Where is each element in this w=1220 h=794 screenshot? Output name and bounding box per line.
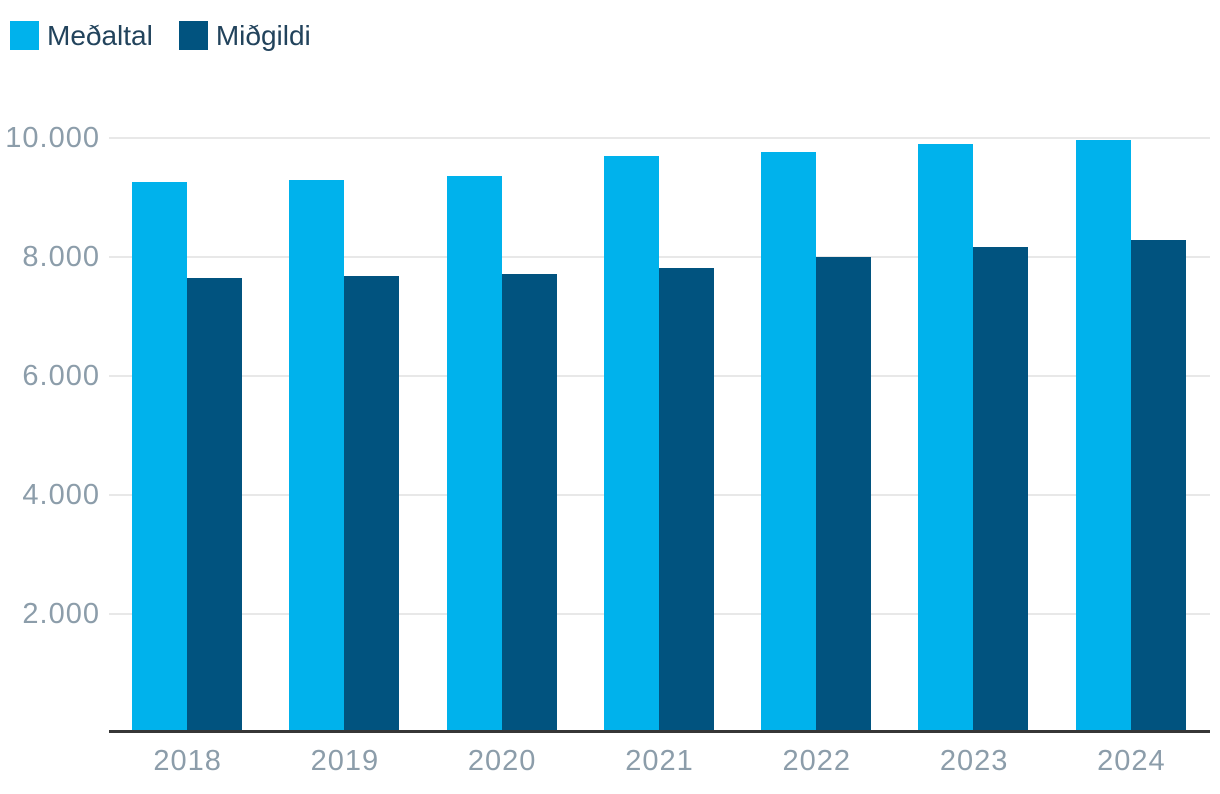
x-axis-label: 2018 [153, 745, 222, 777]
x-axis-label: 2023 [939, 745, 1009, 777]
bar-midgildi-2022[interactable] [816, 257, 872, 733]
y-axis-label: 4.000 [22, 479, 100, 511]
bar-medaltal-2020[interactable] [446, 176, 502, 733]
bar-medaltal-2024[interactable] [1075, 140, 1131, 733]
bar-midgildi-2023[interactable] [973, 246, 1029, 733]
legend-label: Miðgildi [215, 20, 311, 51]
chart-legend: Meðaltal Miðgildi [10, 21, 311, 50]
bar-medaltal-2023[interactable] [918, 144, 974, 733]
x-axis-label: 2021 [625, 745, 694, 777]
bar-midgildi-2021[interactable] [658, 268, 714, 733]
x-axis-label: 2022 [782, 745, 852, 777]
x-axis-label: 2024 [1097, 745, 1166, 777]
gridline [109, 256, 1210, 258]
bar-medaltal-2019[interactable] [289, 179, 345, 733]
bar-medaltal-2022[interactable] [761, 152, 817, 733]
y-axis-label: 8.000 [22, 241, 100, 273]
legend-swatch-midgildi-icon [178, 21, 208, 50]
bar-medaltal-2018[interactable] [132, 182, 187, 733]
bar-midgildi-2024[interactable] [1130, 239, 1186, 733]
bar-midgildi-2020[interactable] [501, 274, 557, 733]
y-axis-label: 10.000 [5, 122, 100, 154]
y-axis-label: 2.000 [22, 598, 100, 630]
bar-midgildi-2019[interactable] [344, 276, 400, 733]
bar-medaltal-2021[interactable] [603, 155, 659, 733]
legend-label: Meðaltal [47, 20, 153, 51]
legend-item-medaltal[interactable]: Meðaltal [10, 21, 153, 50]
x-axis-line [109, 730, 1210, 733]
y-axis-label: 6.000 [22, 360, 100, 392]
legend-swatch-medaltal-icon [10, 21, 39, 50]
gridline [109, 137, 1210, 139]
x-axis-label: 2019 [310, 745, 380, 777]
bar-midgildi-2018[interactable] [187, 278, 242, 733]
legend-item-midgildi[interactable]: Miðgildi [178, 20, 311, 51]
x-axis-label: 2020 [467, 745, 537, 777]
